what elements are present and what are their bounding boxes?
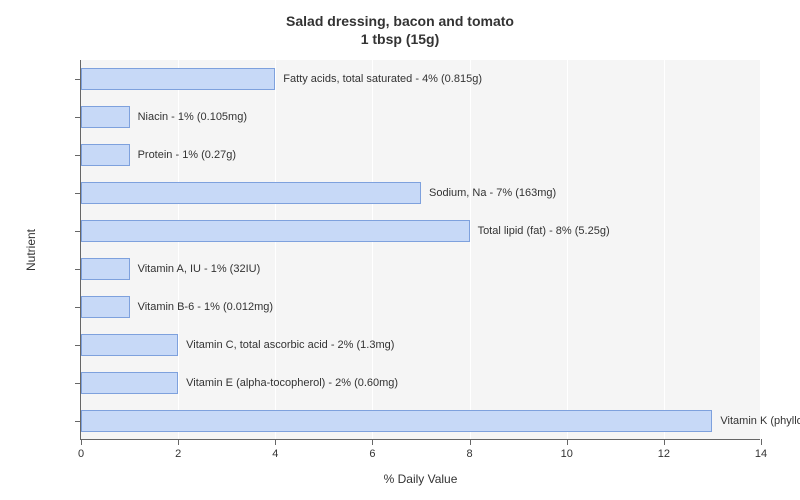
bar-label: Sodium, Na - 7% (163mg) bbox=[429, 182, 556, 204]
gridline bbox=[761, 60, 762, 439]
bar bbox=[81, 182, 421, 204]
y-tick bbox=[75, 193, 81, 194]
y-tick bbox=[75, 79, 81, 80]
bar bbox=[81, 372, 178, 394]
y-tick bbox=[75, 421, 81, 422]
bar bbox=[81, 410, 712, 432]
gridline bbox=[470, 60, 471, 439]
y-tick bbox=[75, 345, 81, 346]
x-tick-label: 14 bbox=[755, 448, 767, 460]
x-tick bbox=[470, 439, 471, 445]
x-tick-label: 12 bbox=[658, 448, 670, 460]
x-tick bbox=[567, 439, 568, 445]
bar-label: Vitamin A, IU - 1% (32IU) bbox=[138, 258, 261, 280]
bar-label: Vitamin C, total ascorbic acid - 2% (1.3… bbox=[186, 334, 394, 356]
chart-title: Salad dressing, bacon and tomato 1 tbsp … bbox=[0, 0, 800, 48]
x-tick bbox=[761, 439, 762, 445]
bar bbox=[81, 68, 275, 90]
bar bbox=[81, 106, 130, 128]
y-tick bbox=[75, 117, 81, 118]
x-tick-label: 10 bbox=[561, 448, 573, 460]
chart-title-line1: Salad dressing, bacon and tomato bbox=[0, 12, 800, 30]
x-tick bbox=[664, 439, 665, 445]
chart-title-line2: 1 tbsp (15g) bbox=[0, 30, 800, 48]
x-axis-label: % Daily Value bbox=[384, 472, 458, 486]
bar-label: Fatty acids, total saturated - 4% (0.815… bbox=[283, 68, 482, 90]
y-axis-label: Nutrient bbox=[24, 228, 38, 270]
x-tick-label: 0 bbox=[78, 448, 84, 460]
y-tick bbox=[75, 231, 81, 232]
bar-label: Vitamin B-6 - 1% (0.012mg) bbox=[138, 296, 274, 318]
x-tick-label: 6 bbox=[369, 448, 375, 460]
bar bbox=[81, 296, 130, 318]
bar bbox=[81, 144, 130, 166]
x-tick-label: 8 bbox=[467, 448, 473, 460]
bar-label: Vitamin K (phylloquinone) - 13% (10.4mcg… bbox=[720, 410, 800, 432]
bar-label: Protein - 1% (0.27g) bbox=[138, 144, 236, 166]
bar-label: Total lipid (fat) - 8% (5.25g) bbox=[478, 220, 610, 242]
x-tick bbox=[275, 439, 276, 445]
bar bbox=[81, 220, 470, 242]
plot-area: Nutrient % Daily Value 02468101214Fatty … bbox=[80, 60, 760, 440]
y-tick bbox=[75, 269, 81, 270]
x-tick bbox=[178, 439, 179, 445]
y-tick bbox=[75, 307, 81, 308]
y-tick bbox=[75, 155, 81, 156]
x-tick-label: 4 bbox=[272, 448, 278, 460]
gridline bbox=[567, 60, 568, 439]
nutrient-chart: Salad dressing, bacon and tomato 1 tbsp … bbox=[0, 0, 800, 500]
y-tick bbox=[75, 383, 81, 384]
bar bbox=[81, 258, 130, 280]
x-tick-label: 2 bbox=[175, 448, 181, 460]
x-tick bbox=[81, 439, 82, 445]
bar-label: Vitamin E (alpha-tocopherol) - 2% (0.60m… bbox=[186, 372, 398, 394]
gridline bbox=[664, 60, 665, 439]
bar-label: Niacin - 1% (0.105mg) bbox=[138, 106, 247, 128]
bar bbox=[81, 334, 178, 356]
x-tick bbox=[372, 439, 373, 445]
